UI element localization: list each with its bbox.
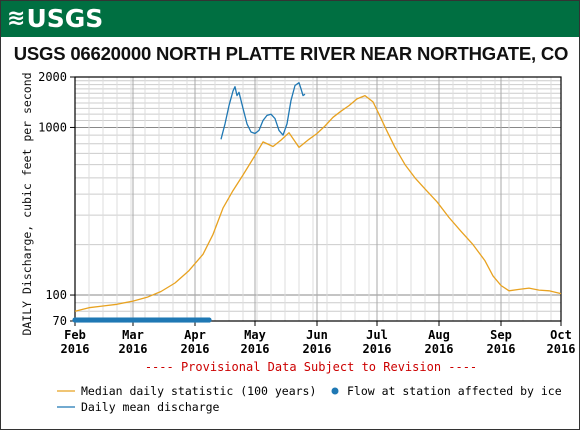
x-tick-month-label: Jul: [366, 328, 388, 342]
x-tick-year-label: 2016: [181, 342, 210, 356]
legend-label: Daily mean discharge: [81, 400, 220, 414]
x-tick-year-label: 2016: [487, 342, 516, 356]
chart-grid: [74, 77, 562, 321]
legend-label: Flow at station affected by ice: [347, 384, 562, 398]
y-tick-label: 100: [45, 288, 67, 302]
series-line-median-daily-statistic-100-years: [74, 94, 562, 312]
x-tick-month-label: Apr: [184, 328, 206, 342]
x-tick-year-label: 2016: [119, 342, 148, 356]
y-axis: 70 100 1000 2000: [38, 70, 75, 328]
provisional-annotation: ---- Provisional Data Subject to Revisio…: [145, 360, 477, 374]
usgs-banner: ≋USGS: [1, 1, 579, 37]
y-tick-label: 1000: [38, 120, 67, 134]
x-tick-year-label: 2016: [425, 342, 454, 356]
x-tick-year-label: 2016: [303, 342, 332, 356]
y-tick-label: 2000: [38, 70, 67, 84]
x-tick-year-label: 2016: [547, 342, 576, 356]
x-tick-month-label: Mar: [122, 328, 144, 342]
y-tick-label: 70: [53, 314, 67, 328]
x-tick-month-label: Sep: [490, 328, 512, 342]
x-tick-year-label: 2016: [363, 342, 392, 356]
usgs-wave-icon: ≋: [7, 6, 26, 31]
x-tick-month-label: Aug: [428, 328, 450, 342]
x-tick-month-label: Oct: [550, 328, 572, 342]
x-tick-year-label: 2016: [241, 342, 270, 356]
plot-area-border: [74, 76, 562, 322]
x-tick-year-label: 2016: [61, 342, 90, 356]
legend-swatch-dot: [331, 387, 339, 395]
x-tick-month-label: Jun: [306, 328, 328, 342]
chart-title: USGS 06620000 NORTH PLATTE RIVER NEAR NO…: [13, 43, 569, 64]
usgs-logo[interactable]: ≋USGS: [7, 5, 103, 33]
chart-legend: Median daily statistic (100 years) Flow a…: [57, 384, 562, 414]
x-tick-month-label: May: [244, 328, 266, 342]
legend-label: Median daily statistic (100 years): [81, 384, 316, 398]
ice-marker: [206, 317, 212, 323]
x-axis: Feb2016Mar2016Apr2016May2016Jun2016Jul20…: [61, 321, 576, 356]
y-axis-label: DAILY Discharge, cubic feet per second: [20, 72, 34, 335]
x-tick-month-label: Feb: [64, 328, 86, 342]
series-line-daily-mean-discharge: [220, 82, 306, 140]
logo-text: USGS: [26, 4, 104, 33]
plot-frame: [74, 76, 562, 322]
series-layer: [72, 82, 562, 323]
